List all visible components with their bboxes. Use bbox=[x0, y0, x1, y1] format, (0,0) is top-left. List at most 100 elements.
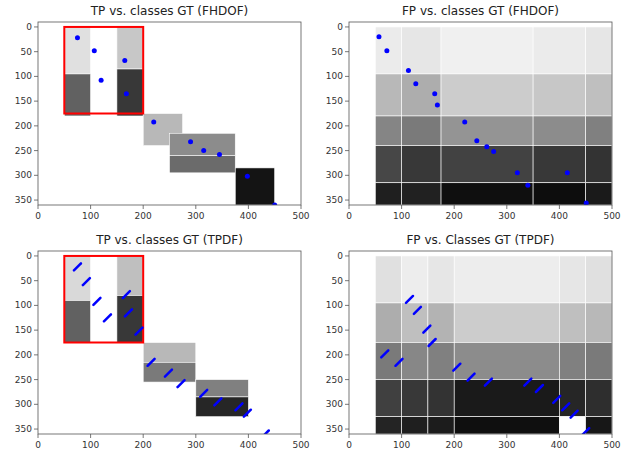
block bbox=[586, 380, 612, 417]
block bbox=[559, 380, 585, 417]
block bbox=[428, 380, 454, 417]
y-tick bbox=[34, 429, 38, 430]
x-tick-label: 100 bbox=[393, 211, 410, 221]
panel: FP vs. Classes GT (TPDF)0100200300400500… bbox=[326, 233, 621, 450]
title: FP vs. Classes GT (TPDF) bbox=[406, 233, 554, 247]
y-tick bbox=[345, 305, 349, 306]
dash-point bbox=[262, 431, 269, 435]
dot-point bbox=[406, 68, 411, 73]
block bbox=[375, 74, 401, 116]
x-tick bbox=[143, 205, 144, 209]
block bbox=[402, 417, 428, 434]
x-tick bbox=[301, 205, 302, 209]
dot-point bbox=[413, 81, 418, 86]
dash-point bbox=[200, 390, 207, 397]
block bbox=[64, 256, 90, 301]
block bbox=[428, 303, 454, 343]
y-tick-label: 350 bbox=[15, 424, 32, 434]
x-tick bbox=[90, 434, 91, 438]
dot-point bbox=[474, 138, 479, 143]
block bbox=[533, 116, 586, 146]
y-tick bbox=[345, 51, 349, 52]
x-tick-label: 500 bbox=[292, 211, 309, 221]
y-tick-label: 200 bbox=[326, 350, 343, 360]
x-tick bbox=[349, 205, 350, 209]
block bbox=[117, 27, 143, 69]
block bbox=[586, 183, 612, 205]
y-tick bbox=[34, 305, 38, 306]
x-tick bbox=[612, 434, 613, 438]
block bbox=[402, 183, 441, 205]
block bbox=[64, 300, 90, 342]
plot-area bbox=[375, 256, 612, 434]
highlight-box bbox=[64, 27, 143, 114]
y-tick bbox=[34, 125, 38, 126]
block bbox=[402, 146, 441, 183]
y-tick-label: 100 bbox=[326, 300, 343, 310]
block bbox=[428, 417, 454, 434]
block bbox=[441, 74, 533, 116]
x-tick-label: 400 bbox=[551, 211, 568, 221]
block bbox=[196, 397, 249, 417]
panel: FP vs. classes GT (FHDOF)010020030040050… bbox=[326, 4, 621, 221]
y-tick bbox=[34, 330, 38, 331]
block bbox=[402, 343, 428, 380]
block bbox=[375, 380, 401, 417]
dot-point bbox=[376, 34, 381, 39]
plot-area bbox=[64, 27, 277, 205]
block bbox=[559, 303, 585, 343]
block bbox=[375, 116, 401, 146]
dot-point bbox=[75, 35, 80, 40]
dash-point bbox=[148, 359, 155, 366]
block bbox=[402, 303, 428, 343]
x-tick bbox=[349, 434, 350, 438]
block bbox=[454, 256, 559, 303]
block bbox=[586, 256, 612, 303]
y-tick bbox=[345, 330, 349, 331]
block bbox=[586, 417, 612, 434]
y-tick bbox=[34, 150, 38, 151]
y-tick-label: 200 bbox=[15, 121, 32, 131]
plot-background bbox=[38, 251, 301, 434]
axes: 0100200300400500050100150200250300350 bbox=[326, 22, 621, 221]
dash-point bbox=[395, 359, 402, 366]
y-tick bbox=[345, 200, 349, 201]
y-tick-label: 50 bbox=[332, 47, 344, 57]
y-tick-label: 250 bbox=[326, 146, 343, 156]
x-tick-label: 400 bbox=[240, 211, 257, 221]
x-tick bbox=[248, 434, 249, 438]
panel: TP vs. classes GT (FHDOF)010020030040050… bbox=[15, 4, 310, 221]
y-tick-label: 300 bbox=[326, 170, 343, 180]
dash-point bbox=[453, 364, 460, 371]
y-tick bbox=[34, 26, 38, 27]
block bbox=[402, 116, 441, 146]
block bbox=[117, 296, 143, 343]
dot-point bbox=[201, 148, 206, 153]
block bbox=[586, 27, 612, 74]
dash-point bbox=[423, 326, 430, 333]
dot-point bbox=[525, 183, 530, 188]
dot-point bbox=[92, 48, 97, 53]
dash-point bbox=[381, 350, 388, 357]
y-tick bbox=[345, 175, 349, 176]
y-tick-label: 0 bbox=[337, 251, 343, 261]
y-tick-label: 100 bbox=[15, 71, 32, 81]
axes: 0100200300400500050100150200250300350 bbox=[326, 251, 621, 450]
y-tick bbox=[34, 200, 38, 201]
y-tick bbox=[345, 76, 349, 77]
y-tick bbox=[345, 255, 349, 256]
block bbox=[428, 343, 454, 380]
x-tick bbox=[195, 434, 196, 438]
y-tick bbox=[345, 125, 349, 126]
y-tick-label: 50 bbox=[332, 276, 344, 286]
block bbox=[441, 146, 533, 183]
x-tick-label: 200 bbox=[446, 440, 463, 450]
dash-point bbox=[468, 374, 475, 381]
x-tick-label: 0 bbox=[35, 440, 41, 450]
y-tick bbox=[345, 101, 349, 102]
dot-point bbox=[124, 91, 129, 96]
x-tick-label: 400 bbox=[551, 440, 568, 450]
y-tick-label: 350 bbox=[15, 195, 32, 205]
x-tick-label: 300 bbox=[187, 440, 204, 450]
y-tick-label: 0 bbox=[337, 22, 343, 32]
